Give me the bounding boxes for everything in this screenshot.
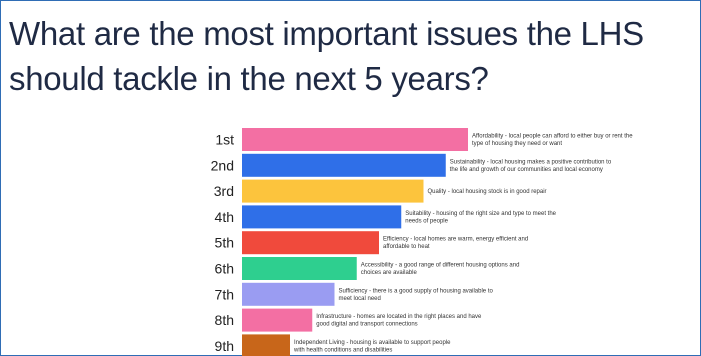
rank-label: 5th (215, 235, 234, 251)
rank-label: 7th (215, 286, 234, 302)
bar-description: Accessibility - a good range of differen… (361, 263, 520, 269)
bar-description: meet local need (339, 296, 381, 302)
bar-4th (242, 205, 402, 229)
rank-label: 3rd (214, 183, 234, 199)
bar-8th (242, 308, 313, 332)
rank-label: 8th (215, 312, 234, 328)
rank-label: 1st (215, 132, 234, 148)
bar-description: Quality - local housing stock is in good… (428, 189, 547, 195)
bar-5th (242, 231, 379, 255)
rank-label: 4th (215, 209, 234, 225)
bar-description: Independent Living - housing is availabl… (294, 340, 451, 346)
bar-description: the life and growth of our communities a… (450, 167, 603, 173)
bar-description: Sustainability - local housing makes a p… (450, 159, 612, 165)
bar-description: Efficiency - local homes are warm, energ… (383, 237, 528, 243)
bar-7th (242, 282, 335, 306)
bar-description: Suitability - housing of the right size … (405, 211, 556, 217)
chart-title: What are the most important issues the L… (9, 15, 644, 97)
bar-1st (242, 128, 468, 151)
rank-label: 9th (215, 338, 234, 354)
bar-description: Infrastructure - homes are located in th… (316, 314, 482, 320)
bar-2nd (242, 153, 446, 177)
bar-3rd (242, 179, 424, 203)
bar-description: good digital and transport connections (316, 322, 417, 328)
bar-description: Affordability - local people can afford … (472, 134, 633, 140)
rank-label: 2nd (211, 157, 234, 173)
bar-description: choices are available (361, 270, 418, 276)
bar-description: Sufficiency - there is a good supply of … (339, 288, 494, 294)
bar-description: with health conditions and disabilities (293, 347, 392, 353)
rank-label: 6th (215, 261, 234, 277)
bar-description: affordable to heat (383, 244, 430, 250)
bar-6th (242, 257, 357, 280)
bar-description: type of housing they need or want (472, 141, 562, 147)
bar-description: needs of people (405, 218, 448, 224)
bar-9th (242, 334, 290, 356)
